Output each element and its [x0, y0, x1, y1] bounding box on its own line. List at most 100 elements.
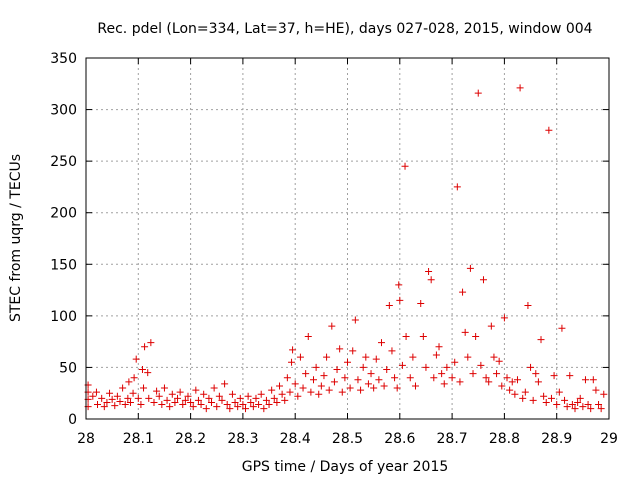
data-point [166, 403, 174, 411]
data-point [137, 401, 145, 409]
data-point [443, 363, 451, 371]
data-point [89, 392, 97, 400]
data-point [257, 390, 265, 398]
data-point [395, 281, 403, 289]
data-point [362, 353, 370, 361]
data-point [396, 296, 404, 304]
data-point [181, 396, 189, 404]
data-point [273, 398, 281, 406]
x-tick-label: 28 [77, 431, 95, 447]
x-tick-label: 28.4 [280, 431, 311, 447]
data-point [260, 405, 268, 413]
data-point [419, 332, 427, 340]
x-tick-label: 29 [600, 431, 618, 447]
data-point [354, 376, 362, 384]
data-point [600, 390, 608, 398]
data-point [555, 388, 563, 396]
data-point [108, 395, 116, 403]
data-point [495, 357, 503, 365]
data-point [435, 343, 443, 351]
data-point [508, 378, 516, 386]
x-axis-label: GPS time / Days of year 2015 [242, 459, 449, 475]
data-point [547, 394, 555, 402]
data-point [119, 384, 127, 392]
data-point [417, 299, 425, 307]
data-point [294, 392, 302, 400]
data-point [459, 288, 467, 296]
data-point [477, 361, 485, 369]
x-tick-label: 28.1 [123, 431, 154, 447]
data-point [194, 396, 202, 404]
data-point [121, 401, 129, 409]
data-point [527, 363, 535, 371]
data-point [464, 353, 472, 361]
data-point [516, 84, 524, 92]
data-point [453, 183, 461, 191]
data-point [94, 401, 102, 409]
data-point [357, 386, 365, 394]
data-point [576, 394, 584, 402]
data-point [129, 389, 137, 397]
data-point [132, 355, 140, 363]
data-point [125, 378, 133, 386]
data-point [385, 302, 393, 310]
data-point [124, 394, 132, 402]
data-point [315, 390, 323, 398]
data-point [252, 394, 260, 402]
data-point [341, 374, 349, 382]
data-point [134, 394, 142, 402]
data-point [239, 401, 247, 409]
data-point [422, 363, 430, 371]
data-point [98, 394, 106, 402]
data-point [571, 405, 579, 413]
data-point [519, 394, 527, 402]
data-point [325, 386, 333, 394]
data-point [402, 332, 410, 340]
data-point [189, 403, 197, 411]
data-point [532, 370, 540, 378]
data-point [276, 382, 284, 390]
data-point [561, 396, 569, 404]
data-point [317, 382, 325, 390]
data-point [103, 398, 111, 406]
data-point [320, 372, 328, 380]
data-point [377, 339, 385, 347]
data-point [141, 343, 149, 351]
y-axis-label: STEC from uqrg / TECUs [8, 154, 24, 322]
data-point [553, 401, 561, 409]
data-point [472, 332, 480, 340]
data-point [242, 405, 250, 413]
data-point [466, 264, 474, 272]
data-point [493, 370, 501, 378]
data-point [563, 403, 571, 411]
data-point [503, 374, 511, 382]
data-point [92, 388, 100, 396]
data-point [513, 376, 521, 384]
data-point [307, 388, 315, 396]
data-point [100, 403, 108, 411]
x-tick-label: 28.5 [332, 431, 363, 447]
data-point [425, 268, 433, 276]
data-point [545, 126, 553, 134]
data-point [388, 347, 396, 355]
x-tick-label: 28.2 [175, 431, 206, 447]
data-point [482, 374, 490, 382]
data-point [432, 351, 440, 359]
x-tick-label: 28.6 [384, 431, 415, 447]
data-point [323, 353, 331, 361]
data-points [84, 84, 608, 413]
data-point [140, 384, 148, 392]
data-point [534, 378, 542, 386]
data-point [255, 401, 263, 409]
data-point [111, 402, 119, 410]
data-point [589, 376, 597, 384]
data-point [223, 401, 231, 409]
data-point [506, 386, 514, 394]
data-point [270, 394, 278, 402]
data-point [247, 398, 255, 406]
data-point [302, 370, 310, 378]
data-point [364, 380, 372, 388]
data-point [351, 316, 359, 324]
data-point [438, 370, 446, 378]
data-point [278, 390, 286, 398]
